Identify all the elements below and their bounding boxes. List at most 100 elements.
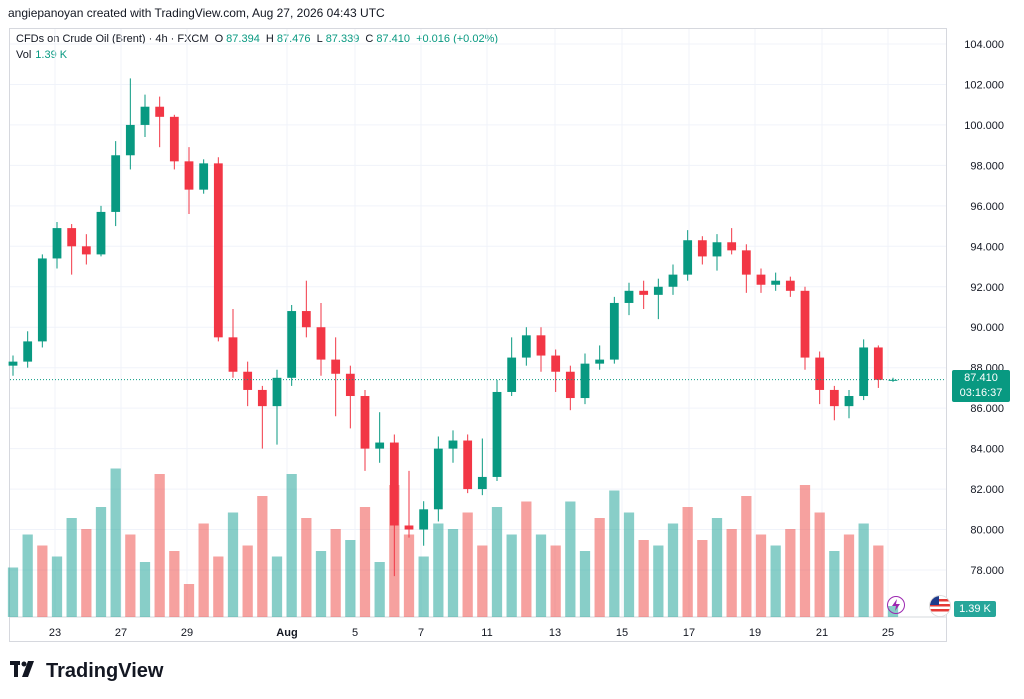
price-tick-label: 104.000 xyxy=(964,39,1004,51)
volume-bar xyxy=(667,523,679,617)
candle-body xyxy=(492,391,502,477)
volume-bar xyxy=(359,507,371,617)
symbol-label[interactable]: CFDs on Crude Oil (Brent) · 4h · FXCM xyxy=(16,33,209,45)
candle-body xyxy=(727,242,737,251)
volume-bar xyxy=(242,545,253,617)
candle-body xyxy=(184,161,194,190)
volume-bar xyxy=(535,534,547,617)
volume-bar xyxy=(873,545,884,617)
time-tick-label: 5 xyxy=(352,627,358,639)
volume-bar xyxy=(711,518,723,617)
candle-body xyxy=(257,389,267,407)
bar-countdown: 03:16:37 xyxy=(959,387,1003,399)
volume-bar xyxy=(154,474,165,617)
candle-body xyxy=(624,290,634,303)
candle-body xyxy=(37,258,47,342)
volume-bar xyxy=(843,534,855,617)
candle-body xyxy=(477,476,487,490)
volume-bar xyxy=(829,551,840,617)
price-tick-label: 98.000 xyxy=(970,160,1004,172)
volume-bar xyxy=(623,512,635,617)
candle-body xyxy=(316,327,326,360)
candle-body xyxy=(609,302,619,360)
time-tick-label: 25 xyxy=(882,627,894,639)
volume-bars xyxy=(7,468,899,617)
volume-bar xyxy=(638,540,649,617)
candle-body xyxy=(741,250,751,275)
volume-bar xyxy=(755,534,767,617)
volume-bar xyxy=(418,556,429,617)
candle-body xyxy=(712,242,722,257)
close-label: C xyxy=(365,33,374,45)
price-tick-label: 80.000 xyxy=(970,525,1004,537)
candle-body xyxy=(771,280,781,285)
grid-lines xyxy=(10,29,946,618)
us-flag-icon[interactable] xyxy=(929,595,951,617)
candle-body xyxy=(419,509,429,530)
last-price-badge: 87.410 03:16:37 xyxy=(952,370,1010,402)
tradingview-logo[interactable]: TradingView xyxy=(10,660,163,683)
volume-bar xyxy=(7,567,19,617)
volume-bar xyxy=(653,545,664,617)
price-tick-label: 82.000 xyxy=(970,484,1004,496)
volume-bar xyxy=(22,534,33,617)
volume-bar xyxy=(374,562,385,617)
candle-body xyxy=(389,442,399,526)
volume-bar xyxy=(301,518,312,617)
candle-body xyxy=(785,280,795,291)
volume-bar xyxy=(227,512,239,617)
candle-body xyxy=(521,335,531,358)
volume-bar xyxy=(139,562,151,617)
price-tick-label: 78.000 xyxy=(970,565,1004,577)
price-tick-label: 94.000 xyxy=(970,241,1004,253)
volume-bar xyxy=(521,501,532,617)
volume-bar xyxy=(51,556,63,617)
volume-bar xyxy=(433,523,444,617)
volume-bar xyxy=(110,468,121,617)
price-tick-label: 100.000 xyxy=(964,120,1004,132)
lightning-icon[interactable] xyxy=(887,596,905,614)
candle-body xyxy=(243,371,253,390)
candle-body xyxy=(228,337,238,372)
candle-body xyxy=(287,311,297,378)
volume-bar xyxy=(477,545,488,617)
volume-bar xyxy=(565,501,576,617)
candle-body xyxy=(360,396,370,449)
time-tick-label: 13 xyxy=(549,627,561,639)
time-tick-label: 17 xyxy=(683,627,695,639)
volume-bar xyxy=(682,507,693,617)
candle-body xyxy=(653,286,663,295)
low-value: 87.339 xyxy=(325,33,360,45)
change-value: +0.016 (+0.02%) xyxy=(416,33,499,45)
candle-body xyxy=(125,124,135,156)
candle-body xyxy=(433,448,443,510)
time-tick-label: 27 xyxy=(115,627,127,639)
volume-bar xyxy=(814,512,825,617)
time-tick-label: 19 xyxy=(749,627,761,639)
volume-bar xyxy=(609,490,620,617)
volume-bar xyxy=(726,529,737,617)
low-label: L xyxy=(316,33,323,45)
candle-body xyxy=(756,274,766,285)
volume-bar xyxy=(345,540,356,617)
attribution: angiepanoyan created with TradingView.co… xyxy=(8,6,385,20)
candle-body xyxy=(96,211,106,255)
price-tick-label: 96.000 xyxy=(970,201,1004,213)
time-tick-label: 15 xyxy=(616,627,628,639)
candle-body xyxy=(67,228,77,247)
volume-bar xyxy=(799,485,811,617)
volume-bar xyxy=(257,496,268,617)
candle-body xyxy=(404,525,414,530)
candle-body xyxy=(580,363,590,399)
candle-body xyxy=(697,240,707,257)
candle-body xyxy=(448,440,458,449)
volume-bar xyxy=(125,534,136,617)
volume-bar xyxy=(550,545,561,617)
candle-body xyxy=(639,290,649,295)
volume-bar xyxy=(403,534,415,617)
candle-body xyxy=(595,359,605,364)
candle-body xyxy=(345,373,355,397)
volume-bar xyxy=(315,551,327,617)
volume-bar xyxy=(785,529,796,617)
